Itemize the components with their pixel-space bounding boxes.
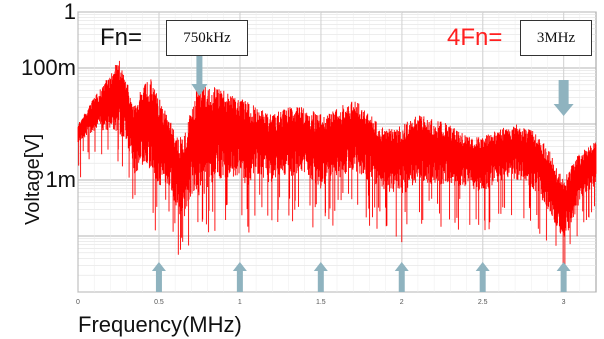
- 4fn-annotation-value: 3MHz: [520, 20, 592, 56]
- up-arrow-marker: [232, 262, 247, 292]
- up-arrow-marker: [151, 262, 166, 292]
- y-tick-label: 100m: [20, 55, 76, 80]
- arrow-layer: [151, 56, 574, 292]
- up-arrow-marker: [313, 262, 328, 292]
- y-axis-label: Voltage[V]: [22, 133, 44, 225]
- x-tick-label: 2: [400, 299, 404, 306]
- up-arrow-marker: [394, 262, 409, 292]
- y-tick-label: 1: [63, 0, 76, 24]
- up-arrow-marker: [556, 262, 571, 292]
- fn-annotation-label: Fn=: [100, 24, 143, 51]
- down-arrow-marker: [553, 80, 574, 116]
- spectrum-series: [77, 60, 597, 269]
- down-arrow-marker: [191, 56, 208, 96]
- x-tick-labels: 0 0.5 1 1.5 2 2.5 3: [76, 299, 566, 306]
- series-layer: [77, 60, 597, 269]
- x-tick-label: 1.5: [316, 299, 326, 306]
- x-tick-label: 1: [238, 299, 242, 306]
- 4fn-annotation-label: 4Fn=: [447, 24, 503, 51]
- x-axis-label: Frequency(MHz): [78, 312, 242, 337]
- y-tick-label: 1m: [45, 167, 76, 192]
- x-tick-label: 0: [76, 299, 80, 306]
- up-arrow-marker: [475, 262, 490, 292]
- x-tick-label: 2.5: [478, 299, 488, 306]
- x-tick-label: 0.5: [154, 299, 164, 306]
- fn-annotation-value: 750kHz: [166, 20, 248, 56]
- x-tick-label: 3: [562, 299, 566, 306]
